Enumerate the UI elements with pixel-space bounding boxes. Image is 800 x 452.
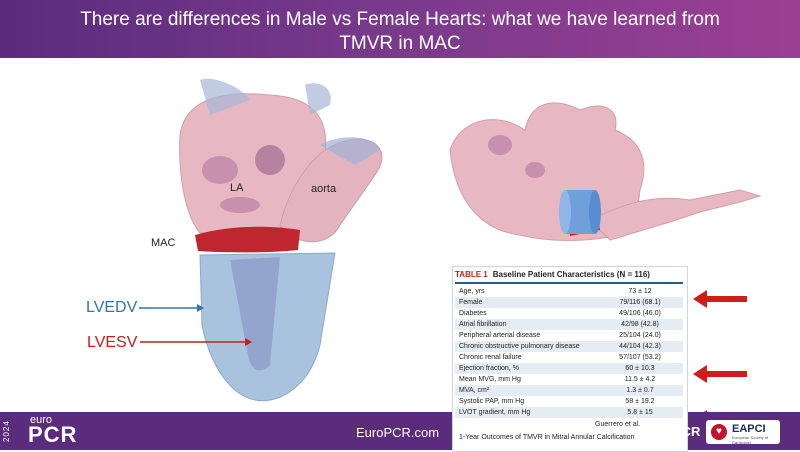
- pcr-logo: PCR: [673, 424, 701, 439]
- citation-author: Guerrero et al.: [595, 421, 641, 428]
- label-lvesv: LVESV: [87, 334, 138, 351]
- row-value: 5.8 ± 15: [627, 409, 653, 416]
- table-heading: Baseline Patient Characteristics (N = 11…: [492, 270, 650, 279]
- row-label: Systolic PAP, mm Hg: [459, 398, 525, 405]
- row-label: Mean MVG, mm Hg: [459, 376, 521, 383]
- label-aorta: aorta: [311, 183, 337, 195]
- heart-3d-image-right: [449, 102, 762, 241]
- row-label: Female: [459, 299, 483, 306]
- row-value: 60 ± 10.3: [625, 365, 655, 372]
- row-value: 44/104 (42.3): [619, 343, 661, 350]
- table-row: Female 79/116 (68.1): [455, 297, 683, 308]
- row-label: LVOT gradient, mm Hg: [459, 409, 531, 416]
- row-value: 49/106 (46.0): [619, 310, 661, 317]
- row-label: Diabetes: [459, 310, 487, 317]
- baseline-table: TABLE 1 Baseline Patient Characteristics …: [452, 266, 688, 452]
- footer-euro: euro: [30, 414, 53, 426]
- table-row: Diabetes 49/106 (46.0): [455, 308, 683, 319]
- slide-title-line1: There are differences in Male vs Female …: [80, 9, 720, 30]
- highlight-arrow-female: [693, 290, 747, 308]
- eapci-label: EAPCI: [732, 423, 766, 435]
- row-label: Atrial fibrillation: [459, 321, 507, 328]
- table-row: Ejection fraction, % 60 ± 10.3: [455, 363, 683, 374]
- row-label: Ejection fraction, %: [459, 365, 519, 372]
- table-row: MVA, cm² 1.3 ± 0.7: [455, 385, 683, 396]
- row-label: MVA, cm²: [459, 387, 490, 394]
- row-value: 42/98 (42.8): [621, 321, 659, 328]
- lvedv-arrow-head: [197, 304, 204, 312]
- row-label: Age, yrs: [459, 288, 485, 295]
- footer-site-link[interactable]: EuroPCR.com: [356, 425, 440, 440]
- table-row: Mean MVG, mm Hg 11.5 ± 4.2: [455, 374, 683, 385]
- label-mac: MAC: [151, 237, 176, 249]
- table-row: Chronic obstructive pulmonary disease 44/…: [455, 341, 683, 352]
- table-row: Peripheral arterial disease 25/104 (24.0): [455, 330, 683, 341]
- heart-3d-image-left: [179, 78, 383, 402]
- table-row: Systolic PAP, mm Hg 58 ± 19.2: [455, 396, 683, 407]
- table-tag: TABLE 1: [455, 270, 488, 279]
- table-row: Atrial fibrillation 42/98 (42.8): [455, 319, 683, 330]
- eapci-logo: ♥ EAPCI European Society of Cardiology: [706, 420, 780, 445]
- table-title: TABLE 1 Baseline Patient Characteristics …: [455, 268, 683, 284]
- row-label: Chronic renal failure: [459, 354, 522, 361]
- row-value: 1.3 ± 0.7: [626, 387, 654, 394]
- footer-pcr-logo: PCR: [28, 422, 78, 447]
- footer-year: 2024: [2, 420, 11, 442]
- row-value: 11.5 ± 4.2: [624, 376, 656, 383]
- row-value: 58 ± 19.2: [625, 398, 655, 405]
- slide-header: There are differences in Male vs Female …: [0, 0, 800, 58]
- row-value: 25/104 (24.0): [619, 332, 661, 339]
- label-la: LA: [230, 182, 244, 194]
- table-row: Age, yrs 73 ± 12: [455, 286, 683, 297]
- lvesv-arrow-head: [245, 338, 252, 346]
- heart-icon: ♥: [711, 424, 727, 440]
- table-row: Chronic renal failure 57/107 (53.2): [455, 352, 683, 363]
- row-label: Peripheral arterial disease: [459, 332, 541, 339]
- label-lvedv: LVEDV: [86, 299, 138, 316]
- table-row: LVOT gradient, mm Hg 5.8 ± 15: [455, 407, 683, 418]
- row-label: Chronic obstructive pulmonary disease: [459, 343, 580, 350]
- slide-title-line2: TMVR in MAC: [339, 33, 461, 54]
- eapci-subtitle: European Society of Cardiology: [732, 435, 769, 445]
- row-value: 73 ± 12: [628, 288, 652, 295]
- row-value: 57/107 (53.2): [619, 354, 661, 361]
- highlight-arrow-ejection: [693, 365, 747, 383]
- citation-title: 1-Year Outcomes of TMVR in Mitral Annula…: [459, 434, 635, 441]
- row-value: 79/116 (68.1): [619, 299, 661, 306]
